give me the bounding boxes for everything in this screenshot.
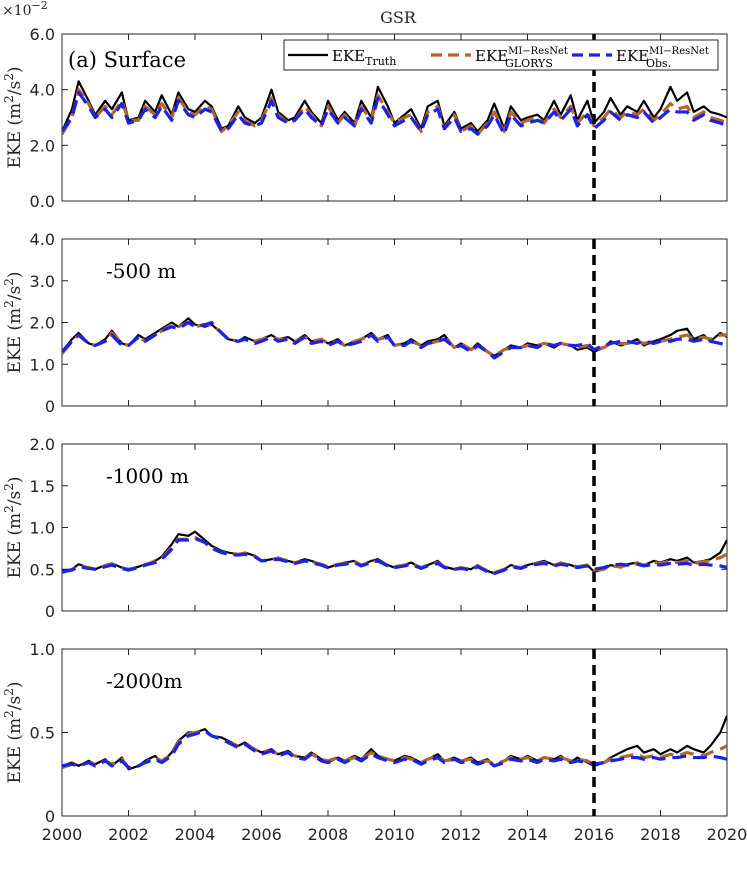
y-exponent-label: ×10−2: [2, 0, 48, 19]
series-line-glorys: [62, 535, 727, 575]
x-tick-label: 2018: [640, 825, 681, 844]
y-axis-label-part: ): [5, 271, 25, 278]
x-tick-label: 2010: [374, 825, 415, 844]
y-axis-label-part: /s: [5, 696, 25, 710]
x-tick-label: 2020: [707, 825, 747, 844]
legend-entry-3: EKEMI−ResNet Obs.: [572, 46, 709, 70]
x-tick-label: 2006: [241, 825, 282, 844]
y-tick-label: 3.0: [30, 272, 55, 291]
panel-4: 0 0.5 1.0 2000 2002 2004 2006 2008 2010 2012 2014 2…: [2, 640, 747, 844]
legend-label-sup: MI−ResNet: [649, 46, 709, 57]
y-axis-label-part: 2: [2, 688, 16, 696]
y-axis-label: EKE (m2/s2): [2, 66, 25, 168]
y-axis-label-part: EKE (m: [5, 513, 25, 579]
legend-label-sub: Truth: [365, 55, 396, 68]
panel-label: (a) Surface: [68, 48, 186, 72]
series-line-obs: [62, 320, 727, 360]
x-tick-label: 2012: [441, 825, 482, 844]
y-tick-label: 0: [45, 602, 55, 621]
y-axis-label: EKE (m2/s2): [2, 681, 25, 783]
chart-legend: EKETruth EKEMI−ResNet GLORYS EKEMI−ResNet Ob…: [283, 39, 719, 71]
y-exponent-base: ×10: [2, 3, 32, 19]
y-tick-label: 4.0: [30, 81, 55, 100]
legend-label-sub: Obs.: [646, 57, 671, 70]
y-axis-label-part: ): [5, 476, 25, 483]
legend-label: EKETruth: [332, 47, 396, 68]
y-axis-label-part: 2: [2, 710, 16, 718]
legend-label: EKEMI−ResNet GLORYS: [475, 46, 568, 70]
y-tick-label: 1.5: [30, 477, 55, 496]
y-axis-label-part: EKE (m: [5, 308, 25, 374]
panel-label: -1000 m: [106, 464, 189, 488]
y-axis-label-part: 2: [2, 95, 16, 103]
y-axis-label-part: /s: [5, 81, 25, 95]
legend-entry-1: EKETruth: [288, 47, 396, 68]
x-tick-label: 2004: [175, 825, 216, 844]
y-axis-label: EKE (m2/s2): [2, 476, 25, 578]
legend-label: EKEMI−ResNet Obs.: [616, 46, 709, 70]
y-tick-label: 0.5: [30, 560, 55, 579]
series-line-obs: [62, 90, 727, 136]
y-tick-label: 0.5: [30, 724, 55, 743]
y-axis-label-part: 2: [2, 278, 16, 286]
x-tick-label: 2002: [108, 825, 149, 844]
legend-entry-2: EKEMI−ResNet GLORYS: [431, 46, 568, 70]
y-tick-label: 1.0: [30, 355, 55, 374]
y-axis-label-part: 2: [2, 505, 16, 513]
legend-label-base: EKE: [475, 47, 508, 65]
y-exponent-power: −2: [32, 0, 48, 12]
y-axis-label-part: /s: [5, 491, 25, 505]
x-tick-label: 2008: [308, 825, 349, 844]
legend-label-sup: MI−ResNet: [508, 46, 568, 57]
x-tick-label: 2000: [42, 825, 83, 844]
panel-label: -2000m: [106, 669, 183, 693]
y-axis-label-part: EKE (m: [5, 103, 25, 169]
x-tick-label: 2014: [507, 825, 548, 844]
legend-label-sub: GLORYS: [505, 57, 553, 70]
y-axis-label: EKE (m2/s2): [2, 271, 25, 373]
legend-label-base: EKE: [616, 47, 649, 65]
x-tick-label: 2016: [574, 825, 615, 844]
y-tick-label: 2.0: [30, 136, 55, 155]
series-line-truth: [62, 317, 727, 357]
y-tick-label: 0: [45, 807, 55, 826]
y-axis-label-part: /s: [5, 286, 25, 300]
y-tick-label: 0.0: [30, 192, 55, 211]
y-tick-label: 1.0: [30, 640, 55, 659]
series-line-obs: [62, 536, 727, 576]
panel-label: -500 m: [106, 259, 176, 283]
figure-title: GSR: [380, 8, 417, 27]
y-tick-label: 0: [45, 397, 55, 416]
y-tick-label: 2.0: [30, 314, 55, 333]
y-axis-label-part: ): [5, 66, 25, 73]
y-axis-label-part: EKE (m: [5, 718, 25, 784]
y-tick-label: 6.0: [30, 25, 55, 44]
y-tick-label: 1.0: [30, 519, 55, 538]
y-tick-label: 4.0: [30, 230, 55, 249]
y-axis-label-part: ): [5, 681, 25, 688]
y-axis-label-part: 2: [2, 73, 16, 81]
series-line-glorys: [62, 320, 727, 358]
legend-box: [283, 39, 719, 71]
y-axis-label-part: 2: [2, 300, 16, 308]
y-axis-label-part: 2: [2, 483, 16, 491]
legend-label-base: EKE: [332, 47, 365, 65]
y-tick-label: 2.0: [30, 435, 55, 454]
series-line-obs: [62, 729, 727, 770]
